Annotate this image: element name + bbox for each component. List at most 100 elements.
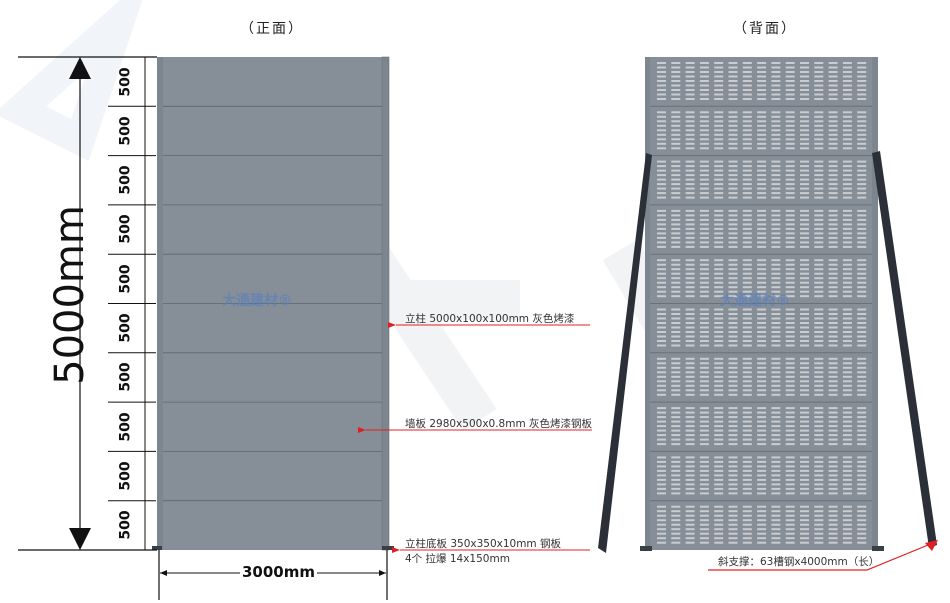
vent-slot xyxy=(857,218,867,221)
vent-slot xyxy=(757,340,767,342)
vent-slot xyxy=(699,80,709,82)
vent-slot xyxy=(828,169,838,172)
vent-slot xyxy=(785,317,795,320)
vent-slot xyxy=(842,487,852,490)
vent-slot xyxy=(685,434,695,437)
vent-slot xyxy=(657,263,666,266)
vent-slot xyxy=(814,268,824,271)
vent-slot xyxy=(699,375,709,378)
vent-slot xyxy=(842,438,852,441)
vent-slot xyxy=(800,483,809,486)
arrow-down-icon xyxy=(69,528,91,550)
vent-slot xyxy=(657,277,666,280)
vent-slot xyxy=(742,505,752,508)
vent-slot xyxy=(814,469,824,472)
vent-slot xyxy=(814,313,824,315)
vent-slot xyxy=(742,416,752,419)
vent-slot xyxy=(685,66,695,69)
vent-slot xyxy=(828,89,838,91)
vent-slot xyxy=(685,474,695,477)
vent-slot xyxy=(657,98,666,100)
vent-slot xyxy=(857,241,867,244)
vent-slot xyxy=(685,236,695,239)
vent-slot xyxy=(699,183,709,186)
vent-slot xyxy=(771,514,781,517)
vent-slot xyxy=(657,71,666,73)
vent-slot xyxy=(728,142,738,145)
vent-slot xyxy=(828,483,838,486)
vent-slot xyxy=(699,209,709,212)
vent-slot xyxy=(714,505,724,508)
vent-slot xyxy=(657,335,666,338)
vent-slot xyxy=(714,532,724,535)
vent-slot xyxy=(842,537,852,540)
vent-slot xyxy=(771,380,781,383)
vent-slot xyxy=(785,375,795,378)
vent-slot xyxy=(757,129,767,132)
vent-slot xyxy=(657,218,666,221)
vent-slot xyxy=(714,71,724,73)
vent-slot xyxy=(714,241,724,244)
vent-slot xyxy=(685,214,695,217)
vent-slot xyxy=(742,492,752,495)
vent-slot xyxy=(842,263,852,266)
vent-slot xyxy=(685,331,695,333)
vent-slot xyxy=(771,478,781,481)
vent-slot xyxy=(757,474,767,477)
vent-slot xyxy=(828,160,838,163)
vent-slot xyxy=(814,178,824,181)
vent-slot xyxy=(857,362,867,365)
vent-slot xyxy=(714,295,724,298)
vent-slot xyxy=(857,505,867,508)
vent-slot xyxy=(657,487,666,490)
vent-slot xyxy=(857,528,867,531)
vent-slot xyxy=(828,407,838,410)
vent-slot xyxy=(699,115,709,118)
vent-slot xyxy=(714,169,724,172)
vent-slot xyxy=(714,196,724,199)
vent-slot xyxy=(657,124,666,127)
vent-slot xyxy=(657,120,666,123)
vent-slot xyxy=(699,523,709,526)
vent-slot xyxy=(785,277,795,280)
vent-slot xyxy=(828,80,838,82)
vent-slot xyxy=(857,111,867,114)
vent-slot xyxy=(742,438,752,441)
vent-slot xyxy=(728,326,738,329)
vent-slot xyxy=(857,277,867,280)
vent-slot xyxy=(742,245,752,248)
vent-slot xyxy=(771,84,781,87)
vent-slot xyxy=(814,357,824,360)
vent-slot xyxy=(742,209,752,212)
vent-slot xyxy=(771,93,781,96)
vent-slot xyxy=(842,375,852,378)
vent-slot xyxy=(728,541,738,544)
vent-slot xyxy=(771,366,781,369)
vent-slot xyxy=(742,474,752,477)
vent-slot xyxy=(671,357,681,360)
vent-slot xyxy=(728,434,738,437)
vent-slot xyxy=(728,510,738,513)
vent-slot xyxy=(785,124,795,127)
vent-slot xyxy=(742,393,752,396)
vent-slot xyxy=(714,115,724,118)
vent-slot xyxy=(714,492,724,495)
vent-slot xyxy=(699,478,709,481)
vent-slot xyxy=(771,281,781,284)
vent-slot xyxy=(671,169,681,172)
vent-slot xyxy=(771,492,781,495)
vent-slot xyxy=(814,75,824,78)
vent-slot xyxy=(814,111,824,114)
vent-slot xyxy=(771,434,781,437)
vent-slot xyxy=(842,295,852,298)
vent-slot xyxy=(785,66,795,69)
vent-slot xyxy=(671,510,681,513)
vent-slot xyxy=(842,268,852,271)
vent-slot xyxy=(757,93,767,96)
vent-slot xyxy=(785,487,795,490)
vent-slot xyxy=(785,142,795,145)
leader-arrow-icon xyxy=(925,540,938,551)
vent-slot xyxy=(814,223,824,226)
vent-slot xyxy=(657,357,666,360)
